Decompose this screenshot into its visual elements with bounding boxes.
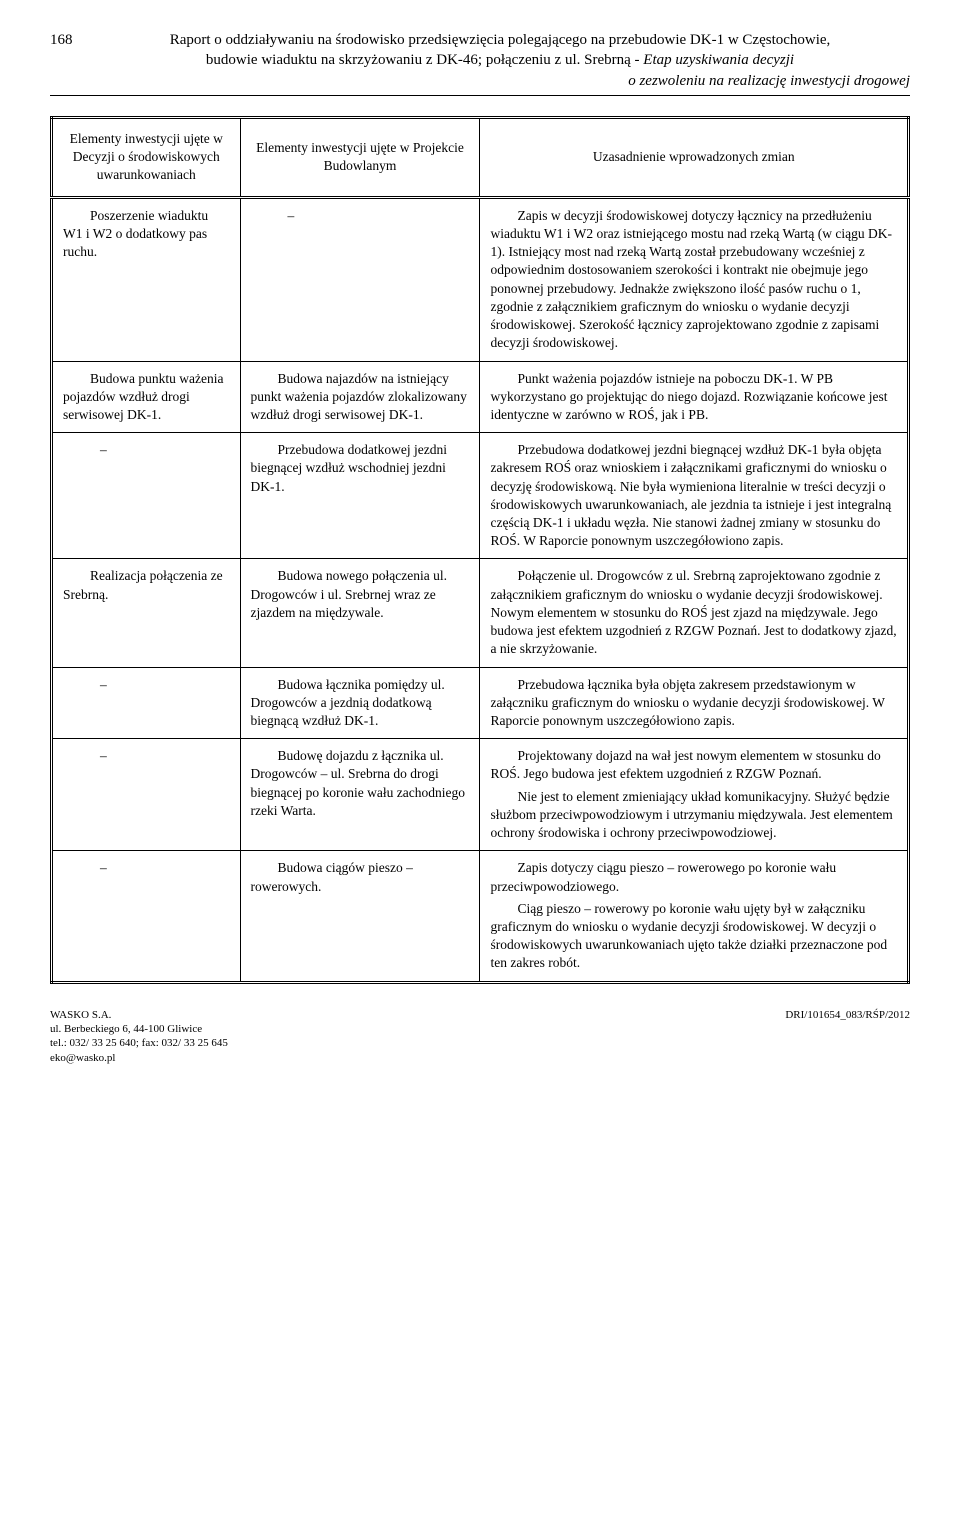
cell-text: Nie jest to element zmieniający układ ko… [490,788,897,843]
table-row: – Budowa łącznika pomiędzy ul. Drogowców… [52,667,909,739]
table-header-col2: Elementy inwestycji ujęte w Projekcie Bu… [240,117,480,197]
table-row: – Budowę dojazdu z łącznika ul. Drogowcó… [52,739,909,851]
cell-c2: Budowa ciągów pieszo – rowerowych. [240,851,480,982]
cell-c1: – [52,433,241,559]
cell-c3: Połączenie ul. Drogowców z ul. Srebrną z… [480,559,909,667]
table-header-row: Elementy inwestycji ujęte w Decyzji o śr… [52,117,909,197]
cell-c1: Realizacja połączenia ze Srebrną. [52,559,241,667]
cell-text: Budowa nowego połączenia ul. Drogowców i… [251,567,470,622]
cell-text: Ciąg pieszo – rowerowy po koronie wału u… [490,900,897,973]
table-header-col1: Elementy inwestycji ujęte w Decyzji o śr… [52,117,241,197]
cell-c2: Budowa łącznika pomiędzy ul. Drogowców a… [240,667,480,739]
table-row: – Budowa ciągów pieszo – rowerowych. Zap… [52,851,909,982]
header-rule [50,95,910,96]
cell-text: Przebudowa dodatkowej jezdni biegnącej w… [490,441,897,550]
header-line-2-italic: Etap uzyskiwania decyzji [643,52,794,68]
cell-text: Budowa najazdów na istniejący punkt waże… [251,370,470,425]
cell-text: – [251,207,470,225]
cell-text: Poszerzenie wiaduktu W1 i W2 o dodatkowy… [63,207,230,262]
cell-text: Zapis w decyzji środowiskowej dotyczy łą… [490,207,897,353]
cell-text: Realizacja połączenia ze Srebrną. [63,567,230,603]
cell-text: – [63,676,230,694]
page-header: 168 Raport o oddziaływaniu na środowisko… [50,30,910,91]
cell-c3: Projektowany dojazd na wał jest nowym el… [480,739,909,851]
cell-c2: Budowę dojazdu z łącznika ul. Drogowców … [240,739,480,851]
cell-c3: Zapis w decyzji środowiskowej dotyczy łą… [480,197,909,361]
cell-c2: – [240,197,480,361]
cell-c1: – [52,667,241,739]
footer-right: DRI/101654_083/RŚP/2012 [785,1008,910,1023]
cell-c3: Punkt ważenia pojazdów istnieje na poboc… [480,361,909,433]
cell-text: Przebudowa łącznika była objęta zakresem… [490,676,897,731]
cell-c2: Budowa najazdów na istniejący punkt waże… [240,361,480,433]
cell-c1: – [52,851,241,982]
header-line-3: o zezwoleniu na realizację inwestycji dr… [90,71,910,91]
cell-text: – [63,441,230,459]
page-number: 168 [50,30,90,50]
footer-phone: tel.: 032/ 33 25 640; fax: 032/ 33 25 64… [50,1036,228,1050]
table-row: Realizacja połączenia ze Srebrną. Budowa… [52,559,909,667]
cell-c3: Przebudowa dodatkowej jezdni biegnącej w… [480,433,909,559]
changes-table: Elementy inwestycji ujęte w Decyzji o śr… [50,116,910,984]
cell-text: Budowa łącznika pomiędzy ul. Drogowców a… [251,676,470,731]
cell-c3: Przebudowa łącznika była objęta zakresem… [480,667,909,739]
footer-company: WASKO S.A. [50,1008,228,1022]
cell-text: Projektowany dojazd na wał jest nowym el… [490,747,897,783]
table-row: Budowa punktu ważenia pojazdów wzdłuż dr… [52,361,909,433]
cell-text: – [63,747,230,765]
footer-left: WASKO S.A. ul. Berbeckiego 6, 44-100 Gli… [50,1008,228,1065]
cell-text: – [63,859,230,877]
cell-text: Budowa punktu ważenia pojazdów wzdłuż dr… [63,370,230,425]
cell-c2: Budowa nowego połączenia ul. Drogowców i… [240,559,480,667]
footer-address: ul. Berbeckiego 6, 44-100 Gliwice [50,1022,228,1036]
cell-text: Połączenie ul. Drogowców z ul. Srebrną z… [490,567,897,658]
cell-text: Budowa ciągów pieszo – rowerowych. [251,859,470,895]
cell-c2: Przebudowa dodatkowej jezdni biegnącej w… [240,433,480,559]
cell-c1: Poszerzenie wiaduktu W1 i W2 o dodatkowy… [52,197,241,361]
header-title-block: Raport o oddziaływaniu na środowisko prz… [90,30,910,91]
cell-c1: – [52,739,241,851]
table-header-col3: Uzasadnienie wprowadzonych zmian [480,117,909,197]
table-row: Poszerzenie wiaduktu W1 i W2 o dodatkowy… [52,197,909,361]
page-footer: WASKO S.A. ul. Berbeckiego 6, 44-100 Gli… [50,1008,910,1065]
header-line-1: Raport o oddziaływaniu na środowisko prz… [90,30,910,50]
cell-text: Przebudowa dodatkowej jezdni biegnącej w… [251,441,470,496]
header-line-2: budowie wiaduktu na skrzyżowaniu z DK-46… [90,50,910,70]
table-row: – Przebudowa dodatkowej jezdni biegnącej… [52,433,909,559]
cell-text: Zapis dotyczy ciągu pieszo – rowerowego … [490,859,897,895]
cell-c3: Zapis dotyczy ciągu pieszo – rowerowego … [480,851,909,982]
cell-c1: Budowa punktu ważenia pojazdów wzdłuż dr… [52,361,241,433]
cell-text: Punkt ważenia pojazdów istnieje na poboc… [490,370,897,425]
footer-email: eko@wasko.pl [50,1051,228,1065]
header-line-2-plain: budowie wiaduktu na skrzyżowaniu z DK-46… [206,52,643,68]
cell-text: Budowę dojazdu z łącznika ul. Drogowców … [251,747,470,820]
